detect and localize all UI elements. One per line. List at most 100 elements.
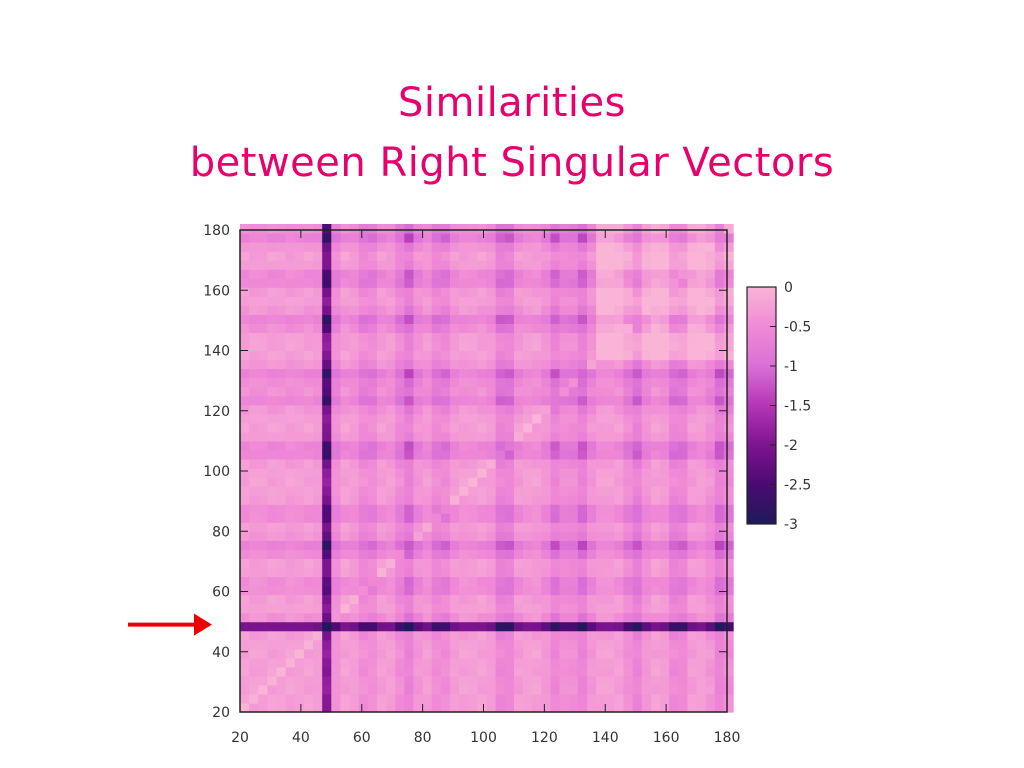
heatmap-cell	[450, 585, 460, 596]
heatmap-cell	[358, 657, 369, 668]
heatmap-cell	[358, 377, 369, 388]
heatmap-cell	[523, 657, 533, 668]
heatmap-cell	[541, 341, 552, 352]
heatmap-cell	[495, 260, 506, 270]
heatmap-cell	[450, 648, 460, 659]
heatmap-cell	[687, 395, 698, 406]
heatmap-cell	[568, 594, 579, 605]
slide-title-line-1: Similarities	[397, 80, 626, 126]
heatmap-cell	[623, 504, 634, 514]
heatmap-cell	[723, 576, 734, 587]
heatmap-cell	[650, 458, 661, 469]
heatmap-cell	[267, 413, 278, 424]
heatmap-cell	[322, 648, 332, 659]
heatmap-cell	[504, 404, 515, 415]
heatmap-cell	[459, 495, 469, 505]
heatmap-cell	[504, 585, 515, 596]
heatmap-cell	[349, 576, 360, 587]
heatmap-cell	[331, 386, 342, 397]
heatmap-cell	[303, 513, 314, 523]
heatmap-cell	[568, 603, 579, 614]
heatmap-cell	[541, 657, 552, 668]
heatmap-cell	[559, 395, 570, 406]
heatmap-cell	[614, 522, 625, 532]
heatmap-cell	[532, 449, 542, 460]
heatmap-cell	[632, 531, 643, 541]
heatmap-cell	[258, 440, 268, 451]
heatmap-cell	[422, 504, 433, 514]
heatmap-cell	[303, 639, 314, 650]
heatmap-cell	[431, 576, 442, 587]
heatmap-cell	[596, 594, 606, 605]
heatmap-cell	[395, 612, 405, 623]
heatmap-cell	[586, 404, 597, 415]
heatmap-cell	[349, 242, 360, 252]
heatmap-cell	[714, 314, 725, 324]
heatmap-cell	[577, 350, 588, 361]
heatmap-cell	[367, 223, 378, 234]
heatmap-cell	[422, 413, 433, 424]
heatmap-cell	[258, 585, 268, 596]
heatmap-cell	[660, 495, 670, 505]
heatmap-cell	[641, 323, 652, 334]
heatmap-cell	[605, 495, 615, 505]
heatmap-cell	[696, 702, 707, 713]
heatmap-cell	[376, 531, 387, 541]
heatmap-cell	[605, 693, 615, 704]
heatmap-cell	[660, 377, 670, 388]
heatmap-cell	[486, 666, 497, 677]
y-tick-label: 80	[212, 524, 230, 540]
heatmap-cell	[623, 621, 634, 632]
heatmap-cell	[541, 359, 552, 370]
heatmap-cell	[623, 648, 634, 659]
heatmap-cell	[267, 513, 278, 523]
heatmap-cell	[322, 576, 332, 587]
heatmap-cell	[431, 621, 442, 632]
heatmap-cell	[605, 467, 615, 478]
heatmap-cell	[276, 386, 287, 397]
heatmap-cell	[404, 223, 415, 234]
heatmap-cell	[660, 504, 670, 514]
heatmap-cell	[723, 540, 734, 550]
heatmap-cell	[468, 567, 479, 578]
heatmap-cell	[486, 458, 497, 469]
heatmap-cell	[349, 458, 360, 469]
heatmap-cell	[386, 540, 396, 550]
heatmap-cell	[294, 350, 305, 361]
heatmap-cell	[660, 666, 670, 677]
x-tick-label: 60	[353, 730, 371, 746]
heatmap-cell	[696, 693, 707, 704]
heatmap-cell	[623, 296, 634, 306]
heatmap-cell	[650, 422, 661, 433]
heatmap-cell	[340, 305, 351, 315]
heatmap-cell	[632, 702, 643, 713]
heatmap-cell	[550, 341, 561, 352]
heatmap-cell	[523, 648, 533, 659]
heatmap-cell	[276, 458, 287, 469]
heatmap-cell	[459, 639, 469, 650]
heatmap-cell	[249, 431, 259, 442]
heatmap-cell	[358, 549, 369, 559]
heatmap-cell	[413, 332, 424, 343]
heatmap-cell	[559, 702, 570, 713]
heatmap-cell	[468, 648, 479, 659]
heatmap-cell	[431, 567, 442, 578]
heatmap-cell	[258, 684, 268, 695]
heatmap-cell	[532, 477, 542, 487]
heatmap-cell	[358, 341, 369, 352]
heatmap-cell	[331, 522, 342, 532]
heatmap-cell	[523, 395, 533, 406]
heatmap-cell	[523, 621, 533, 632]
heatmap-cell	[395, 639, 405, 650]
heatmap-cell	[240, 549, 250, 559]
heatmap-cell	[678, 666, 689, 677]
heatmap-cell	[358, 567, 369, 578]
heatmap-cell	[559, 477, 570, 487]
heatmap-cell	[605, 549, 615, 559]
heatmap-cell	[577, 341, 588, 352]
heatmap-cell	[669, 440, 679, 451]
heatmap-cell	[714, 323, 725, 334]
heatmap-cell	[468, 486, 479, 496]
heatmap-cell	[267, 504, 278, 514]
heatmap-cell	[303, 287, 314, 297]
